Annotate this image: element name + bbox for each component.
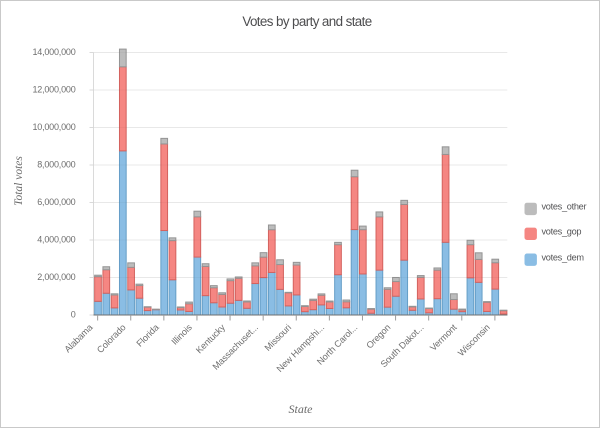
svg-text:10,000,000: 10,000,000 [32, 122, 75, 132]
svg-text:Total votes: Total votes [13, 156, 25, 206]
svg-text:Votes by party and state: Votes by party and state [242, 14, 371, 29]
svg-text:0: 0 [71, 310, 76, 320]
svg-text:Colorado: Colorado [95, 322, 128, 355]
svg-text:14,000,000: 14,000,000 [32, 47, 75, 57]
svg-text:votes_gop: votes_gop [542, 227, 582, 237]
svg-text:Oregon: Oregon [364, 322, 392, 350]
svg-text:votes_other: votes_other [542, 202, 587, 212]
svg-text:Kentucky: Kentucky [194, 322, 227, 355]
svg-text:State: State [289, 402, 314, 416]
svg-text:votes_dem: votes_dem [542, 253, 585, 263]
svg-text:Wisconsin: Wisconsin [456, 322, 492, 358]
svg-text:Illinois: Illinois [169, 322, 194, 347]
svg-text:Vermont: Vermont [428, 322, 459, 353]
svg-text:8,000,000: 8,000,000 [37, 160, 75, 170]
svg-text:2,000,000: 2,000,000 [37, 272, 75, 282]
svg-text:Alabama: Alabama [63, 322, 96, 355]
svg-text:Missouri: Missouri [263, 322, 294, 353]
svg-text:6,000,000: 6,000,000 [37, 197, 75, 207]
svg-text:4,000,000: 4,000,000 [37, 235, 75, 245]
svg-text:12,000,000: 12,000,000 [32, 85, 75, 95]
svg-text:Florida: Florida [134, 322, 161, 349]
